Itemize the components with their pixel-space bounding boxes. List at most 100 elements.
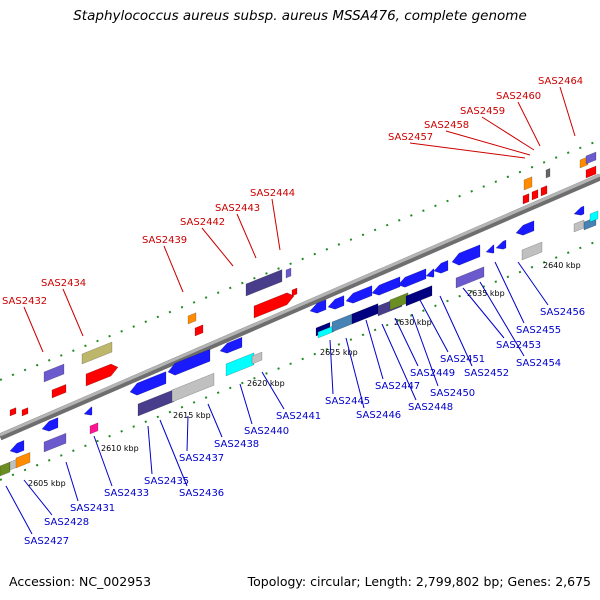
leader-line: [261, 371, 285, 410]
gene-label: SAS2450: [430, 388, 475, 399]
gene-label: SAS2437: [179, 453, 224, 464]
gene-label: SAS2444: [250, 188, 295, 199]
gene-label: SAS2453: [496, 340, 541, 351]
gene-label: SAS2438: [214, 439, 259, 450]
scale-label: 2615 kbp: [173, 411, 211, 420]
gene-label: SAS2443: [215, 203, 260, 214]
gene-red-tiny: [522, 193, 530, 205]
gene-blue: [41, 417, 59, 432]
gene-blue: [345, 285, 373, 304]
leader-line: [411, 313, 439, 387]
gene-orange: [15, 452, 31, 469]
gene-olive: [0, 461, 11, 477]
gene-label: SAS2456: [540, 307, 585, 318]
leader-line: [163, 245, 184, 293]
leader-line: [559, 86, 576, 137]
leader-line: [381, 323, 417, 401]
leader-line: [329, 339, 334, 395]
leader-line: [271, 198, 281, 251]
gene-label: SAS2445: [325, 396, 370, 407]
gene-grey: [251, 351, 263, 365]
gene-label: SAS2455: [516, 325, 561, 336]
genome-summary-text: Topology: circular; Length: 2,799,802 bp…: [247, 574, 591, 589]
leader-line: [494, 261, 525, 324]
gene-label: SAS2433: [104, 488, 149, 499]
gene-cyan: [225, 352, 255, 377]
leader-line: [517, 101, 541, 147]
scale-label: 2635 kbp: [467, 289, 505, 298]
gene-red-tiny: [585, 165, 597, 179]
gene-label: SAS2449: [410, 368, 455, 379]
leader-line: [239, 383, 253, 425]
gene-red: [85, 363, 119, 387]
scale-label: 2640 kbp: [543, 261, 581, 270]
leader-line: [93, 435, 113, 487]
leader-line: [207, 403, 223, 438]
gene-label: SAS2427: [24, 536, 69, 547]
leader-line: [23, 306, 44, 353]
gene-purple-tiny: [285, 267, 292, 279]
gene-label: SAS2432: [2, 296, 47, 307]
leader-line: [201, 227, 234, 267]
gene-purple: [455, 266, 485, 289]
gene-blue: [397, 268, 427, 288]
gene-label: SAS2440: [244, 426, 289, 437]
gene-blue: [219, 336, 243, 354]
gene-label: SAS2448: [408, 402, 453, 413]
genome-backbone-shadow: [0, 173, 600, 441]
gene-navy: [351, 303, 379, 325]
gene-label: SAS2452: [464, 368, 509, 379]
gene-label: SAS2451: [440, 354, 485, 365]
leader-line: [481, 116, 535, 151]
scale-label: 2630 kbp: [394, 318, 432, 327]
leader-line: [419, 299, 449, 353]
gene-darkslate: [245, 269, 283, 297]
leader-line: [394, 317, 419, 367]
gene-blue: [515, 220, 535, 236]
gene-khaki: [81, 341, 113, 365]
leader-line: [186, 415, 189, 452]
gene-blue: [167, 348, 211, 376]
leader-line: [445, 130, 531, 156]
leader-line: [159, 419, 188, 487]
gene-blue-tiny: [425, 268, 435, 278]
gene-purple: [43, 363, 65, 383]
gene-grey: [521, 241, 543, 261]
gene-label: SAS2458: [424, 120, 469, 131]
gene-orange: [523, 176, 533, 191]
gene-label: SAS2435: [144, 476, 189, 487]
leader-line: [65, 461, 79, 502]
gene-grey-tiny: [545, 168, 551, 179]
leader-line: [462, 287, 505, 339]
gene-cyan: [589, 210, 599, 223]
gene-blue: [309, 299, 327, 314]
leader-line: [409, 142, 526, 159]
scale-label: 2625 kbp: [320, 348, 358, 357]
gene-orange: [187, 312, 197, 325]
gene-red-small: [51, 384, 67, 399]
gene-label: SAS2447: [375, 381, 420, 392]
gene-label: SAS2457: [388, 132, 433, 143]
gene-label: SAS2446: [356, 410, 401, 421]
leader-line: [147, 425, 153, 475]
gene-grey: [573, 219, 585, 233]
leader-line: [236, 213, 257, 259]
gene-label: SAS2434: [41, 278, 86, 289]
gene-red-tiny: [291, 287, 298, 297]
leader-line: [62, 288, 84, 337]
gene-navy: [405, 285, 433, 307]
gene-blue: [129, 371, 167, 396]
gene-red-tiny: [531, 189, 539, 201]
gene-purple-tiny: [585, 151, 597, 165]
gene-label: SAS2439: [142, 235, 187, 246]
gene-blue: [9, 440, 25, 454]
leader-line: [5, 485, 33, 535]
gene-label: SAS2460: [496, 91, 541, 102]
gene-label: SAS2431: [70, 503, 115, 514]
gene-steel: [331, 313, 353, 333]
gene-label: SAS2441: [276, 411, 321, 422]
gene-red: [253, 292, 295, 319]
gene-blue-tiny: [485, 244, 495, 254]
gene-purple: [43, 432, 67, 453]
